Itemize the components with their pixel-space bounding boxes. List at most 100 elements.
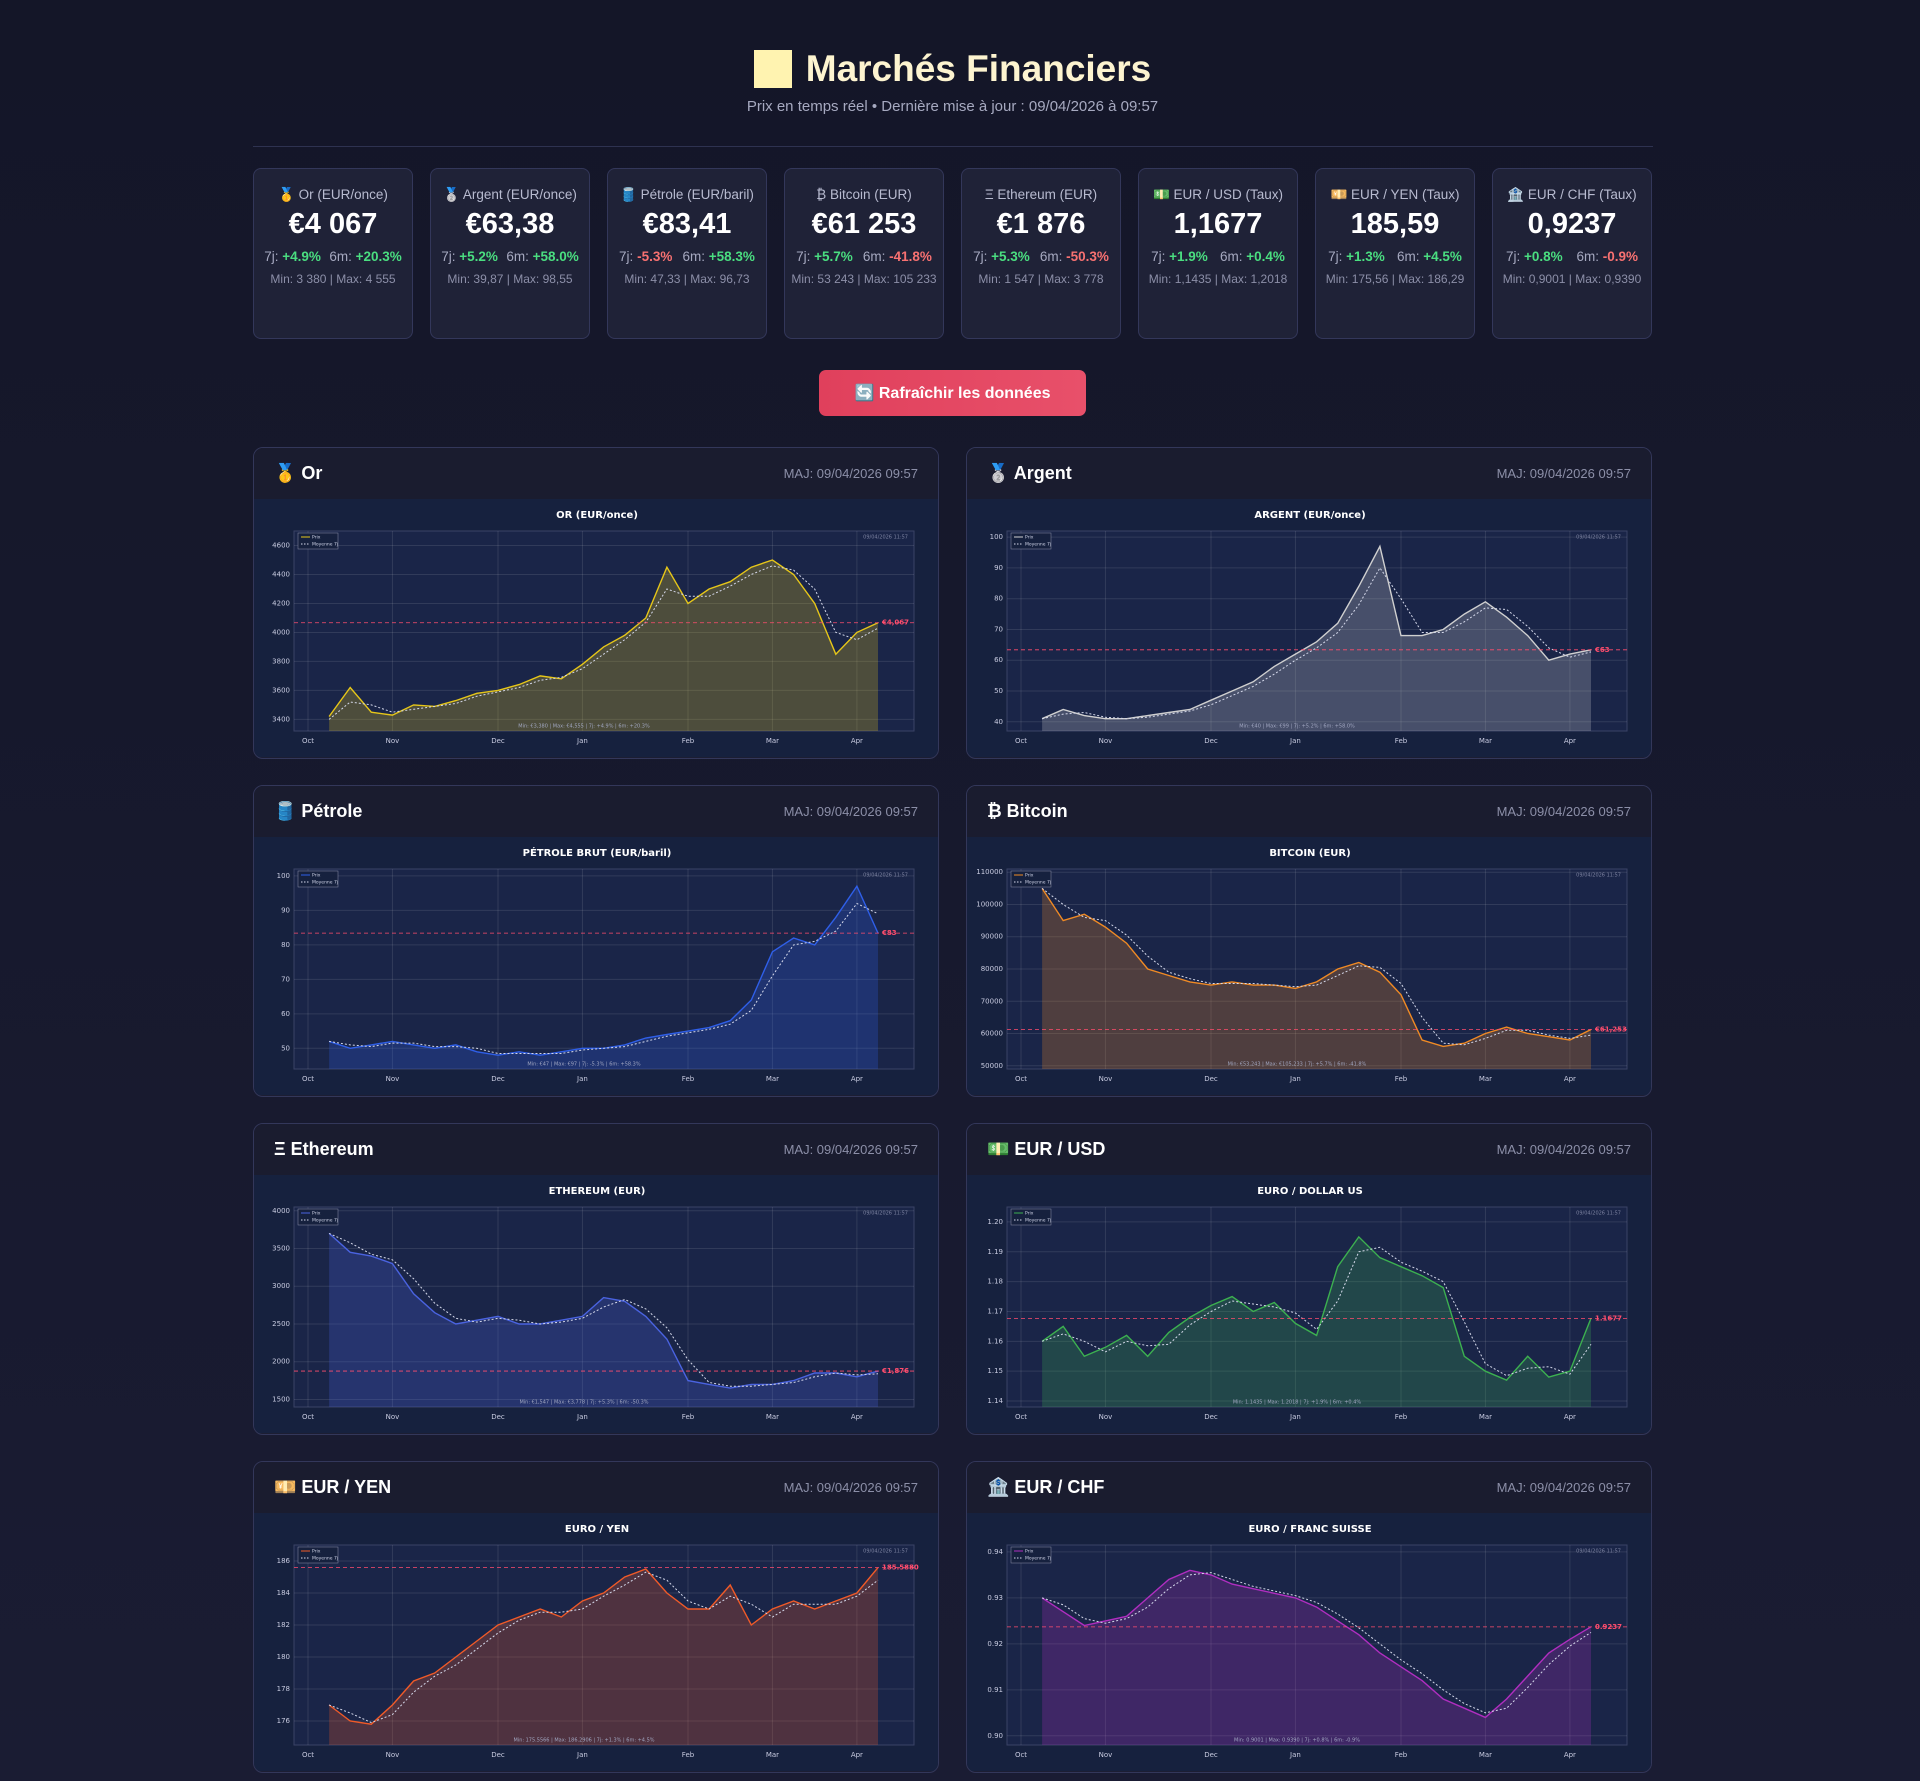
card-changes: 7j: +5.2% 6m: +58.0% bbox=[437, 249, 583, 264]
refresh-button[interactable]: 🔄 Rafraîchir les données bbox=[819, 370, 1086, 416]
y-tick-label: 50 bbox=[994, 687, 1003, 695]
x-tick-label: Feb bbox=[1395, 1751, 1408, 1759]
panel-header: 🥇 Or MAJ: 09/04/2026 09:57 bbox=[254, 448, 938, 499]
y-tick-label: 0.91 bbox=[987, 1686, 1003, 1694]
plot-area bbox=[1006, 868, 1628, 1070]
panel-header: 🥈 Argent MAJ: 09/04/2026 09:57 bbox=[967, 448, 1651, 499]
x-tick-label: Apr bbox=[1564, 1751, 1576, 1759]
change-value: -5.3% bbox=[637, 249, 673, 264]
y-tick-label: 60 bbox=[281, 1010, 290, 1018]
panel-title: 💴 EUR / YEN bbox=[274, 1477, 392, 1497]
panel-updated: MAJ: 09/04/2026 09:57 bbox=[783, 804, 918, 819]
x-tick-label: Oct bbox=[302, 1413, 314, 1421]
price-line bbox=[1041, 1569, 1592, 1719]
x-tick-label: Feb bbox=[682, 1751, 695, 1759]
price-area bbox=[329, 1233, 879, 1407]
panel-title: ₿ Bitcoin bbox=[987, 801, 1068, 821]
chart-title: ARGENT (EUR/once) bbox=[1254, 510, 1365, 521]
change-group: 7j: -5.3% bbox=[619, 249, 672, 264]
change-group: 7j: +0.8% bbox=[1506, 249, 1563, 264]
page-title: Marchés Financiers bbox=[805, 48, 1152, 89]
reference-label: 0.9237 bbox=[1595, 1623, 1622, 1631]
chart-title: EURO / YEN bbox=[565, 1524, 629, 1535]
average-line bbox=[328, 565, 879, 720]
x-tick-label: Jan bbox=[576, 1413, 588, 1421]
x-tick-label: Mar bbox=[766, 1751, 779, 1759]
change-value: +58.0% bbox=[532, 249, 579, 264]
chart-panel: Ξ Ethereum MAJ: 09/04/2026 09:57 ETHEREUM … bbox=[253, 1123, 939, 1435]
x-tick-label: Dec bbox=[491, 1075, 505, 1083]
y-tick-label: 80 bbox=[281, 941, 290, 949]
change-group: 7j: +1.3% bbox=[1328, 249, 1385, 264]
card-label: 🛢️ Pétrole (EUR/baril) bbox=[620, 187, 754, 202]
x-tick-label: Oct bbox=[302, 1075, 314, 1083]
x-tick-label: Feb bbox=[682, 1075, 695, 1083]
change-label: 7j: bbox=[264, 249, 279, 264]
card-range: Min: 1,1435 | Max: 1,2018 bbox=[1148, 272, 1288, 286]
chart: EURO / DOLLAR US 1.14 1.15 1.16 1.17 1.18 1.19… bbox=[967, 1175, 1651, 1433]
reference-label: €61,253 bbox=[1594, 1025, 1627, 1033]
x-tick-label: Feb bbox=[1395, 1075, 1408, 1083]
y-tick-label: 3500 bbox=[272, 1245, 290, 1253]
chart-footnote: Min: 0.9001 | Max: 0.9390 | 7j: +0.8% | … bbox=[1234, 1738, 1360, 1744]
x-tick-label: Apr bbox=[1564, 737, 1576, 745]
x-tick-label: Nov bbox=[386, 1413, 400, 1421]
card-price: 1,1677 bbox=[1173, 208, 1263, 240]
chart-timestamp: 09/04/2026 11:57 bbox=[1576, 1211, 1621, 1217]
y-tick-label: 80 bbox=[994, 595, 1003, 603]
y-tick-label: 110000 bbox=[976, 868, 1003, 876]
change-group: 6m: +20.3% bbox=[329, 249, 401, 264]
panel-updated: MAJ: 09/04/2026 09:57 bbox=[1496, 1480, 1631, 1495]
summary-card: Ξ Ethereum (EUR) €1 876 7j: +5.3% 6m: -50.3… bbox=[961, 168, 1121, 339]
panel-header: 💵 EUR / USD MAJ: 09/04/2026 09:57 bbox=[967, 1124, 1651, 1175]
price-area bbox=[1042, 1570, 1591, 1745]
change-value: +0.8% bbox=[1523, 249, 1563, 264]
legend-label: Prix bbox=[312, 1549, 321, 1555]
average-line bbox=[329, 902, 879, 1054]
y-tick-label: 3000 bbox=[272, 1282, 290, 1290]
legend-label: Moyenne 7j bbox=[312, 880, 338, 886]
change-value: +5.2% bbox=[459, 249, 498, 264]
legend-label: Moyenne 7j bbox=[1025, 542, 1051, 548]
change-label: 6m: bbox=[1396, 249, 1420, 264]
change-group: 7j: +1.9% bbox=[1151, 249, 1208, 264]
x-tick-label: Oct bbox=[302, 1751, 314, 1759]
card-range: Min: 39,87 | Max: 98,55 bbox=[447, 272, 573, 286]
change-label: 6m: bbox=[506, 249, 529, 264]
y-tick-label: 2000 bbox=[272, 1358, 290, 1366]
panel-title: 💵 EUR / USD bbox=[987, 1139, 1106, 1159]
summary-card: 🛢️ Pétrole (EUR/baril) €83,41 7j: -5.3% 6m:… bbox=[607, 168, 767, 339]
plot-area bbox=[293, 530, 915, 732]
card-range: Min: 53 243 | Max: 105 233 bbox=[791, 272, 937, 286]
change-label: 7j: bbox=[441, 249, 456, 264]
chart: ARGENT (EUR/once) 40 50 60 70 80 90 100 Oct Nov De… bbox=[967, 499, 1651, 757]
chart-title: OR (EUR/once) bbox=[556, 510, 638, 521]
reference-label: €4,067 bbox=[881, 619, 909, 627]
reference-label: €63 bbox=[1594, 646, 1610, 654]
y-tick-label: 4000 bbox=[272, 1207, 290, 1215]
title-icon bbox=[753, 50, 792, 88]
card-price: €61 253 bbox=[811, 208, 917, 240]
change-value: +5.7% bbox=[814, 249, 853, 264]
y-tick-label: 1.17 bbox=[987, 1307, 1003, 1315]
x-tick-label: Mar bbox=[1479, 1751, 1492, 1759]
change-value: +4.9% bbox=[282, 249, 321, 264]
x-tick-label: Apr bbox=[851, 1751, 863, 1759]
legend-label: Moyenne 7j bbox=[312, 1218, 338, 1224]
chart-timestamp: 09/04/2026 11:57 bbox=[863, 535, 908, 541]
change-value: +58.3% bbox=[708, 249, 755, 264]
change-label: 6m: bbox=[682, 249, 705, 264]
x-tick-label: Apr bbox=[851, 1413, 863, 1421]
price-line bbox=[328, 1567, 879, 1725]
x-tick-label: Oct bbox=[302, 737, 314, 745]
x-tick-label: Dec bbox=[1204, 1413, 1218, 1421]
x-tick-label: Apr bbox=[851, 737, 863, 745]
change-group: 6m: -50.3% bbox=[1040, 249, 1109, 264]
chart-title: EURO / FRANC SUISSE bbox=[1248, 1524, 1371, 1535]
panel-title: 🛢️ Pétrole bbox=[274, 801, 363, 821]
panel-updated: MAJ: 09/04/2026 09:57 bbox=[783, 466, 918, 481]
chart: ETHEREUM (EUR) 1500 2000 2500 3000 3500 4000 Oc… bbox=[254, 1175, 938, 1433]
y-tick-label: 4000 bbox=[272, 628, 290, 636]
chart-panel: 🥈 Argent MAJ: 09/04/2026 09:57 ARGENT (EUR… bbox=[966, 447, 1652, 759]
